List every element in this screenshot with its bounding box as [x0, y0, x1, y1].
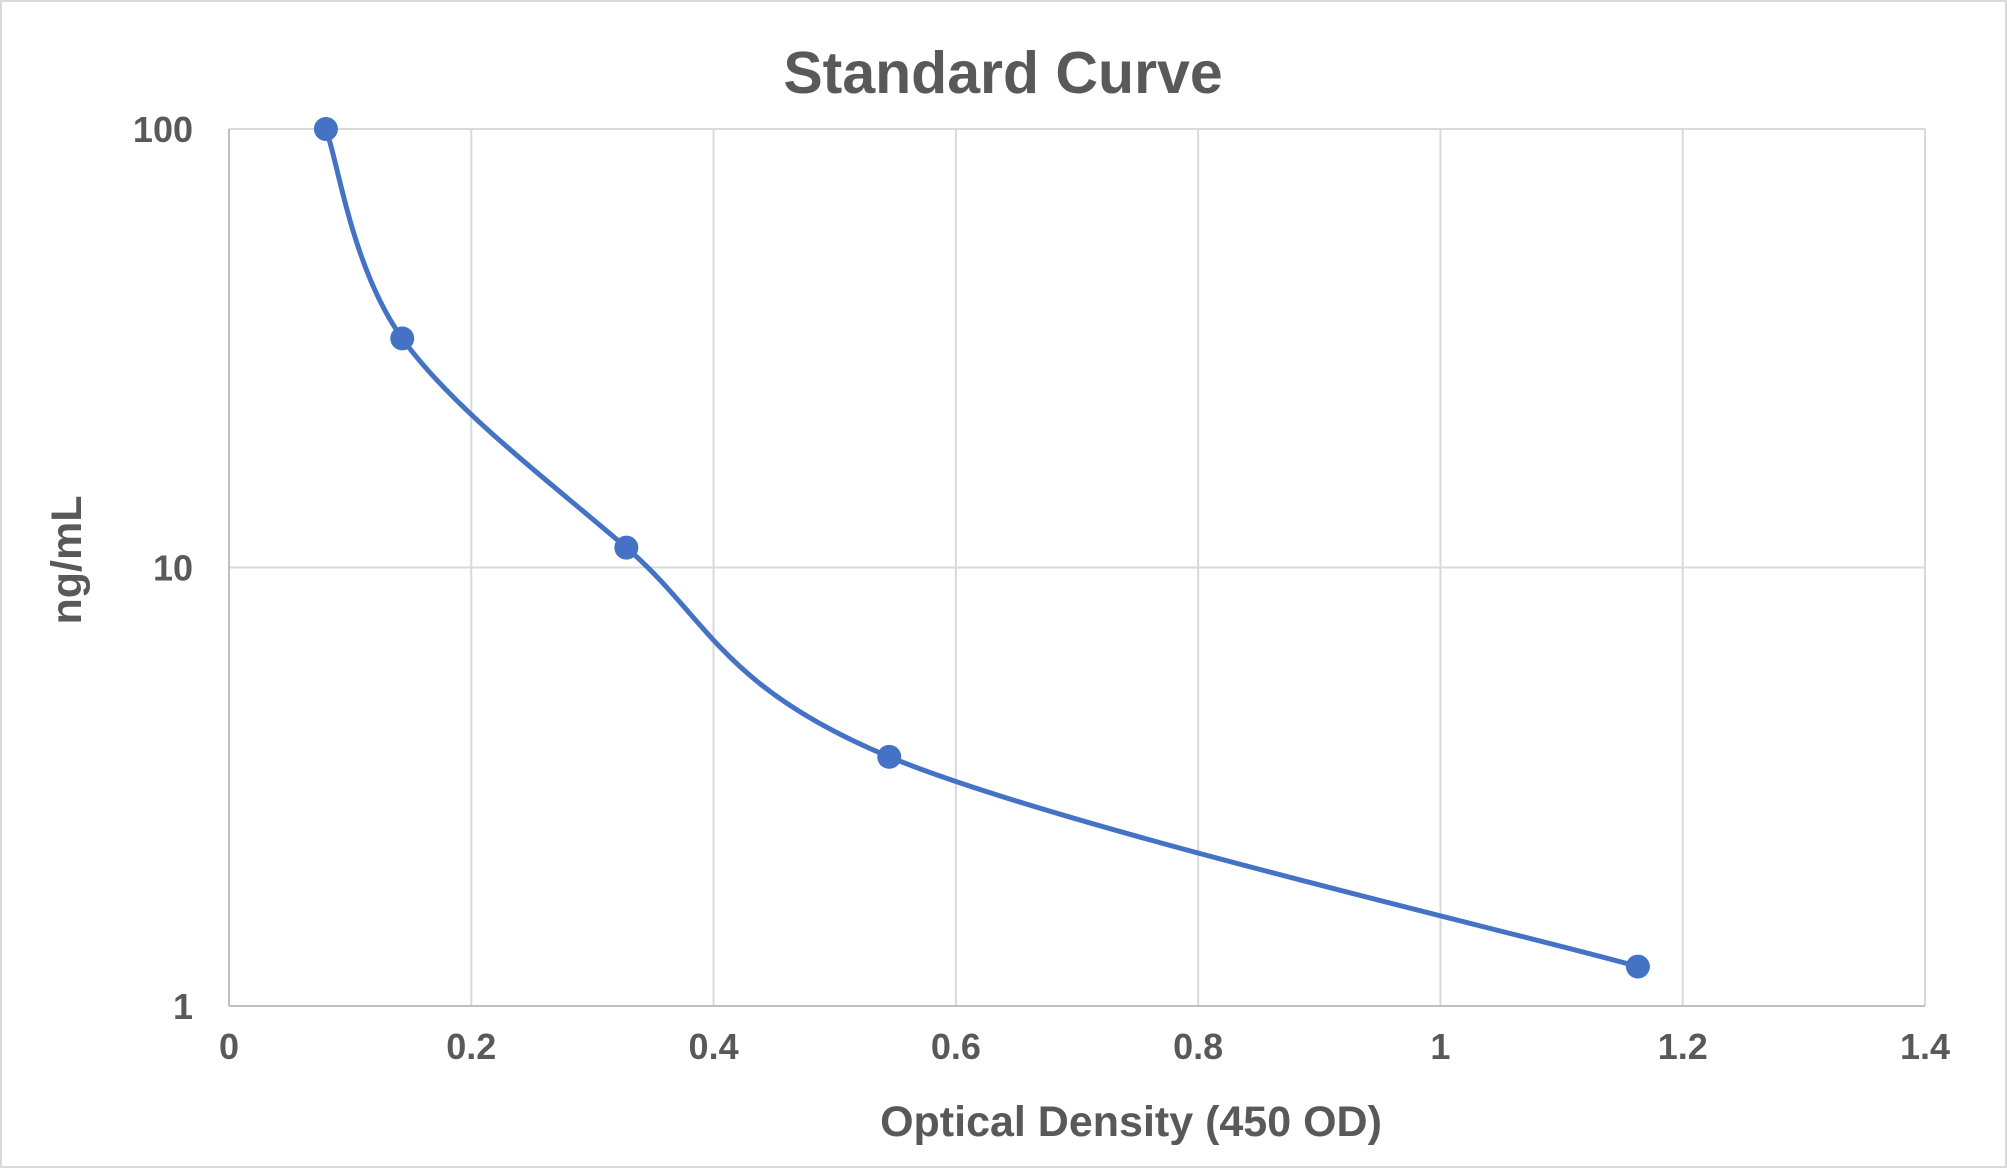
- y-tick-label: 10: [153, 548, 193, 589]
- x-tick-label: 0.2: [446, 1026, 496, 1067]
- data-point: [1625, 954, 1650, 979]
- y-tick-label: 100: [133, 109, 193, 150]
- data-point: [390, 326, 415, 351]
- y-axis-label: ng/mL: [43, 496, 91, 625]
- x-tick-label: 0.8: [1173, 1026, 1223, 1067]
- gridlines: [229, 128, 1926, 1006]
- y-tick-label: 1: [173, 986, 193, 1027]
- series-points: [313, 117, 1650, 979]
- x-axis-label: Optical Density (450 OD): [880, 1098, 1382, 1146]
- data-point: [313, 117, 338, 141]
- x-tick-label: 0.4: [689, 1026, 739, 1067]
- data-point: [614, 535, 639, 560]
- data-point: [877, 744, 902, 769]
- series-lines: [323, 126, 1641, 970]
- x-tick-label: 0: [219, 1026, 239, 1067]
- axes: [228, 129, 1925, 1007]
- x-tick-label: 1: [1430, 1026, 1450, 1067]
- x-tick-label: 0.6: [931, 1026, 981, 1067]
- x-tick-label: 1.4: [1900, 1026, 1950, 1067]
- series-line: [323, 126, 1641, 970]
- chart-title: Standard Curve: [783, 40, 1222, 106]
- tick-labels: 0 0.2 0.4 0.6 0.8 1 1.2 1.4 1 10 100: [133, 109, 1950, 1067]
- x-tick-label: 1.2: [1658, 1026, 1708, 1067]
